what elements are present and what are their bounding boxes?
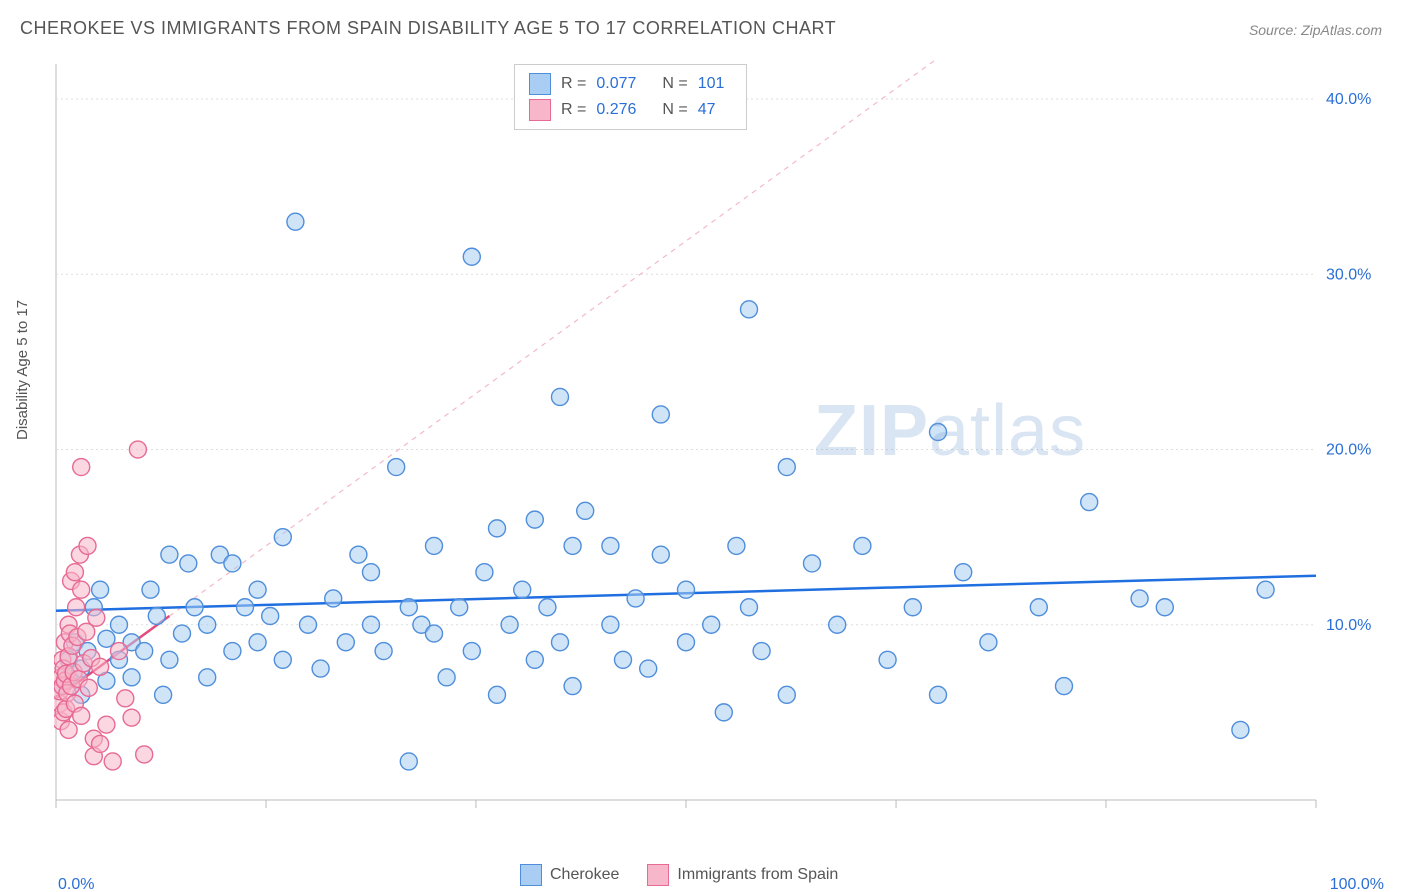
svg-text:10.0%: 10.0% — [1326, 617, 1371, 634]
legend-swatch — [529, 99, 551, 121]
legend-label: Cherokee — [550, 866, 619, 884]
legend-item: Cherokee — [520, 864, 619, 886]
legend-item: Immigrants from Spain — [647, 864, 838, 886]
x-axis-min-label: 0.0% — [58, 876, 94, 892]
stats-legend-box: R = 0.077 N = 101 R = 0.276 N = 47 — [514, 64, 747, 130]
svg-text:20.0%: 20.0% — [1326, 442, 1371, 459]
stat-r-label: R = — [561, 101, 586, 119]
stats-row: R = 0.276 N = 47 — [529, 97, 732, 123]
x-axis-max-label: 100.0% — [1330, 876, 1384, 892]
stat-r-value: 0.276 — [596, 101, 652, 119]
legend-label: Immigrants from Spain — [677, 866, 838, 884]
legend-swatch — [647, 864, 669, 886]
svg-text:40.0%: 40.0% — [1326, 91, 1371, 108]
stats-row: R = 0.077 N = 101 — [529, 71, 732, 97]
svg-text:30.0%: 30.0% — [1326, 266, 1371, 283]
stat-n-label: N = — [662, 101, 687, 119]
legend-swatch — [520, 864, 542, 886]
scatter-svg: 10.0% 20.0% 30.0% 40.0% — [54, 60, 1374, 830]
source-attribution: Source: ZipAtlas.com — [1249, 22, 1382, 38]
plot-area: 10.0%20.0%30.0%40.0% ZIPatlas R =0.077N … — [54, 60, 1374, 830]
bottom-legend: Cherokee Immigrants from Spain — [520, 864, 838, 886]
legend-swatch — [529, 73, 551, 95]
stat-n-value: 47 — [698, 101, 732, 119]
stat-n-value: 101 — [698, 75, 732, 93]
stat-n-label: N = — [662, 75, 687, 93]
y-axis-label: Disability Age 5 to 17 — [14, 300, 31, 440]
stat-r-label: R = — [561, 75, 586, 93]
chart-title: CHEROKEE VS IMMIGRANTS FROM SPAIN DISABI… — [20, 18, 836, 39]
stat-r-value: 0.077 — [596, 75, 652, 93]
